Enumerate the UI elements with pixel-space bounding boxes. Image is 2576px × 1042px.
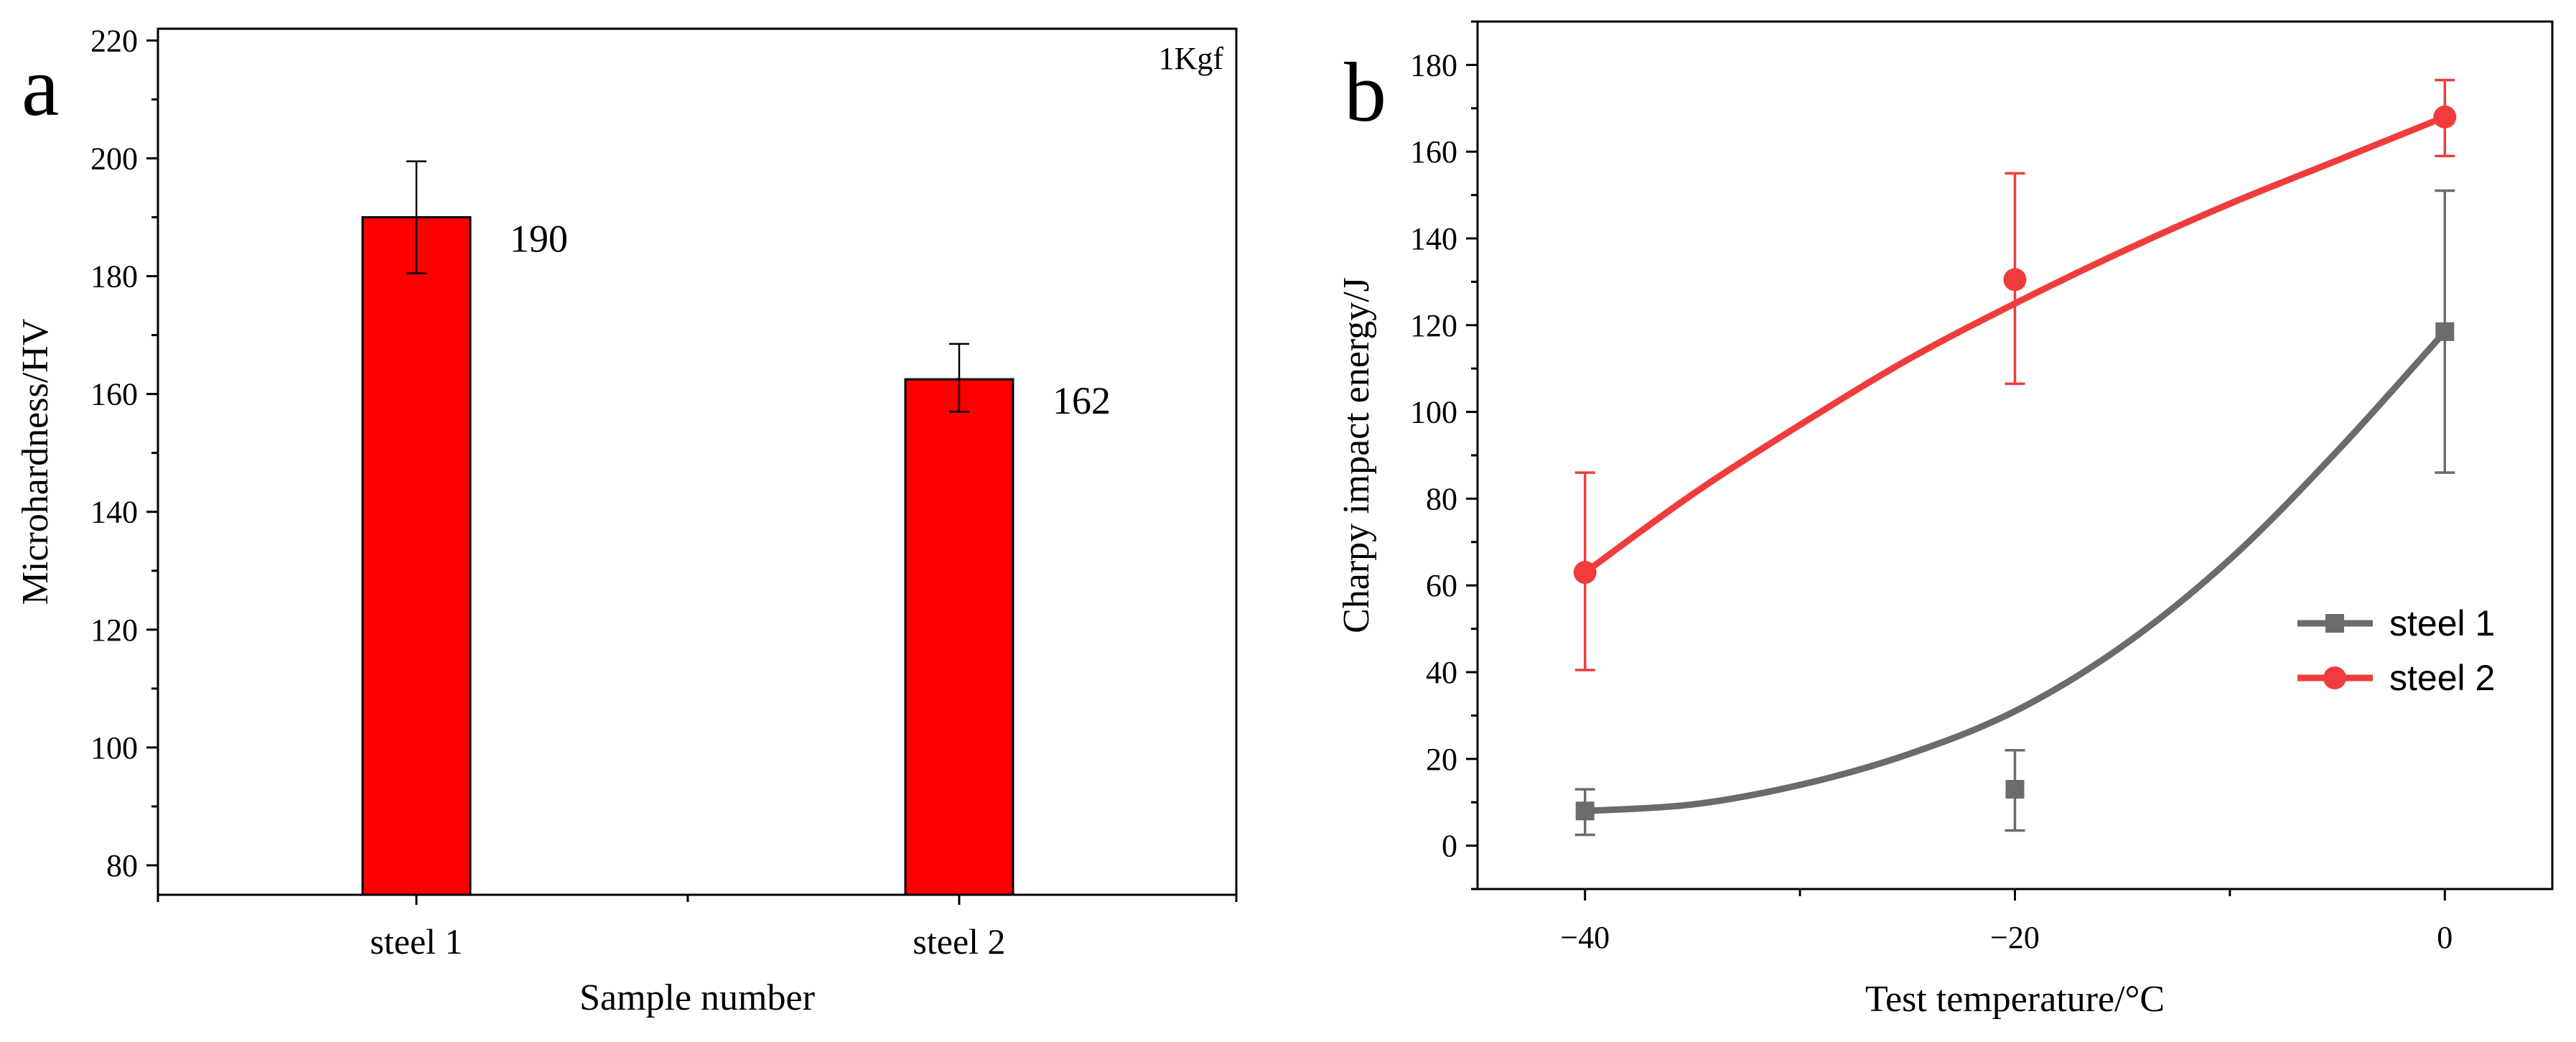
y-tick-label-40: 40 (1426, 655, 1457, 690)
b-y-axis-label: Charpy impact energy/J (1336, 277, 1377, 633)
y-tick-label-160: 160 (1410, 134, 1457, 169)
y-tick-label-20: 20 (1426, 742, 1457, 777)
a-value-labels: 190 162 (510, 218, 1111, 423)
b-error-bars (1574, 78, 2455, 837)
x-tick-label-2: steel 2 (913, 921, 1005, 962)
y-tick-label-80: 80 (106, 848, 138, 883)
legend-marker-steel-1 (2325, 614, 2344, 633)
a-bars (361, 216, 1014, 896)
y-tick-label-100: 100 (1410, 395, 1457, 430)
x-tick-label-1: −20 (1990, 920, 2040, 955)
y-tick-label-220: 220 (90, 23, 138, 58)
b-data-points (1573, 105, 2457, 821)
data-point-steel-2-1 (1573, 561, 1597, 585)
error-bar-1 (406, 160, 426, 274)
legend-label-steel-1: steel 1 (2389, 603, 2495, 643)
b-legend: steel 1 steel 2 (2297, 603, 2495, 698)
a-axis-ticks: steel 1 steel 2 80 100 120 140 160 180 200 220 (90, 23, 1238, 962)
legend-label-steel-2: steel 2 (2389, 658, 2495, 698)
a-panel-label: a (22, 39, 59, 134)
fit-line-steel-2 (1582, 113, 2448, 576)
data-point-steel-1-1 (1575, 801, 1595, 821)
y-tick-label-60: 60 (1426, 568, 1457, 603)
fit-line-steel-1 (1582, 328, 2448, 814)
bar-steel-2 (904, 378, 1014, 896)
a-x-axis-label: Sample number (579, 977, 815, 1018)
x-tick-label-0: −40 (1560, 920, 1610, 955)
y-tick-label-100: 100 (90, 730, 138, 766)
a-y-axis-label: Microhardness/HV (15, 319, 56, 605)
b-panel-label: b (1344, 45, 1386, 139)
b-x-axis-label: Test temperature/°C (1865, 979, 2165, 1020)
value-label-1: 190 (510, 218, 568, 261)
a-plot-frame (157, 27, 1238, 896)
a-annotation-1kgf: 1Kgf (1159, 41, 1224, 76)
data-point-steel-2-2 (2003, 268, 2027, 292)
legend-marker-steel-2 (2323, 666, 2346, 689)
y-tick-label-180: 180 (1410, 47, 1457, 83)
data-point-steel-2-3 (2433, 105, 2457, 129)
a-error-bars (406, 160, 969, 413)
y-tick-label-160: 160 (90, 377, 138, 412)
y-tick-label-80: 80 (1426, 481, 1457, 516)
bar-steel-1 (361, 216, 472, 896)
b-axis-ticks: 0 20 40 60 80 100 120 140 160 180 −40 −20 0 (1410, 20, 2453, 955)
y-tick-label-200: 200 (90, 141, 138, 176)
data-point-steel-1-3 (2435, 322, 2455, 341)
y-tick-label-120: 120 (90, 613, 138, 648)
data-point-steel-1-2 (2005, 780, 2025, 799)
y-tick-label-140: 140 (1410, 221, 1457, 256)
y-tick-label-140: 140 (90, 495, 138, 530)
x-tick-label-1: steel 1 (370, 921, 462, 962)
y-tick-label-180: 180 (90, 259, 138, 294)
error-bar-2 (949, 343, 969, 413)
x-tick-label-2: 0 (2437, 920, 2453, 955)
b-fit-lines (1582, 113, 2448, 814)
value-label-2: 162 (1053, 379, 1111, 422)
y-tick-label-0: 0 (1442, 829, 1457, 864)
y-tick-label-120: 120 (1410, 308, 1457, 343)
panel-a: steel 1 steel 2 80 100 120 140 160 180 200 220 19… (15, 23, 1238, 1018)
